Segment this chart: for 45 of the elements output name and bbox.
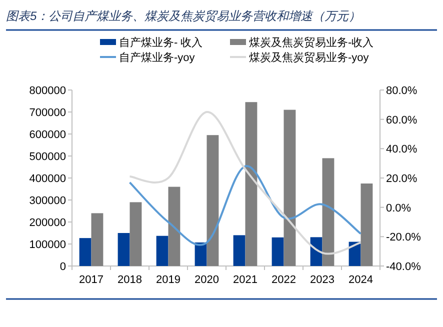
bar [322,158,334,266]
x-tick-label: 2018 [118,274,142,286]
bar [272,237,284,266]
y2-tick-label: 20.0% [386,173,418,185]
bar [233,235,246,266]
y2-tick-label: 0.0% [386,202,412,214]
bar [91,213,104,266]
bar [130,202,142,266]
x-tick-label: 2024 [348,274,373,286]
bar [168,186,180,266]
legend-label: 自产煤业务-yoy [119,51,196,64]
y2-tick-label: 40.0% [386,144,418,156]
y2-tick-label: -20.0% [386,232,422,244]
y-tick-label: 500000 [29,151,66,163]
x-tick-label: 2021 [233,274,258,286]
bar [206,135,219,266]
bar [360,184,373,266]
x-tick-label: 2017 [79,274,104,286]
bar [156,236,168,266]
bar [194,242,207,266]
y-tick-label: 800000 [29,85,66,97]
y-tick-label: 400000 [29,173,66,185]
y2-tick-label: 80.0% [386,85,418,97]
y-tick-label: 200000 [29,217,66,229]
y-tick-label: 0 [60,261,66,273]
y-tick-label: 300000 [29,195,66,207]
x-tick-label: 2020 [194,274,219,286]
legend-label: 煤炭及焦炭贸易业务-收入 [249,36,374,49]
chart-title: 图表5：公司自产煤业务、煤炭及焦炭贸易业务营收和增速（万元） [6,9,361,23]
legend-label: 自产煤业务- 收入 [119,36,203,49]
bar [118,233,130,266]
bar [284,110,296,266]
legend-label: 煤炭及焦炭贸易业务-yoy [249,51,370,64]
bar [310,237,322,266]
y2-tick-label: -40.0% [386,261,422,273]
x-tick-label: 2022 [272,274,296,286]
bar [245,102,258,266]
bar [348,242,361,266]
x-tick-label: 2019 [156,274,180,286]
y-tick-label: 100000 [29,239,66,251]
y-tick-label: 600000 [29,129,66,141]
y-tick-label: 700000 [29,107,66,119]
bar [79,238,92,266]
y2-tick-label: 60.0% [386,114,418,126]
x-tick-label: 2023 [310,274,334,286]
